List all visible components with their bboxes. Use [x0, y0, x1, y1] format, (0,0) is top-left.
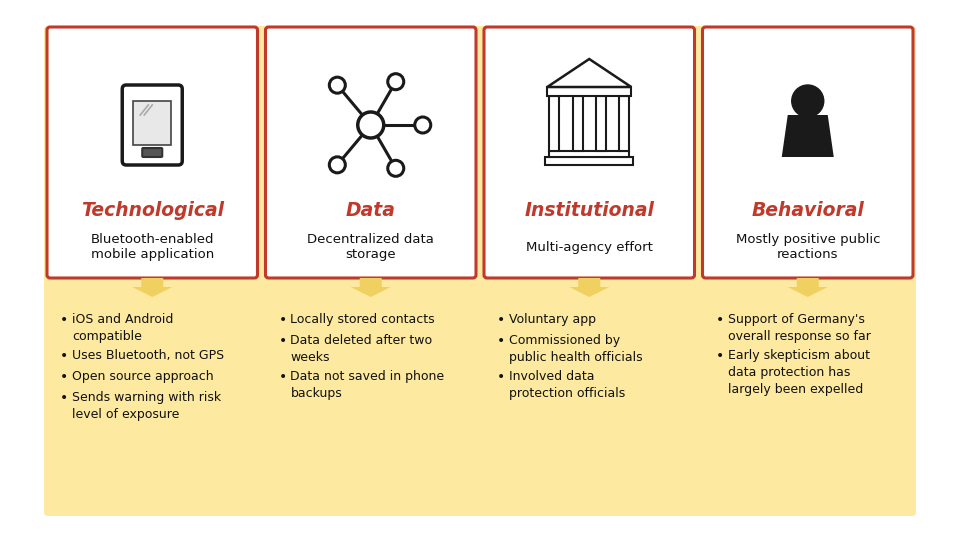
Polygon shape	[569, 278, 610, 297]
Polygon shape	[132, 278, 172, 297]
Circle shape	[329, 157, 346, 173]
Text: Multi-agency effort: Multi-agency effort	[526, 240, 653, 253]
Text: Open source approach: Open source approach	[72, 370, 214, 383]
Text: •: •	[60, 370, 68, 384]
FancyBboxPatch shape	[47, 27, 257, 278]
Bar	[549, 151, 629, 157]
Text: Data deleted after two
weeks: Data deleted after two weeks	[291, 334, 433, 364]
Polygon shape	[781, 115, 833, 157]
Text: Commissioned by
public health officials: Commissioned by public health officials	[509, 334, 642, 364]
Text: •: •	[715, 349, 724, 363]
Text: Data not saved in phone
backups: Data not saved in phone backups	[291, 370, 444, 400]
Text: •: •	[60, 391, 68, 405]
Bar	[133, 101, 171, 145]
Polygon shape	[788, 278, 828, 297]
Text: •: •	[278, 334, 287, 348]
Bar	[545, 157, 634, 165]
Text: •: •	[497, 313, 505, 327]
Text: Institutional: Institutional	[524, 200, 654, 219]
Text: •: •	[278, 313, 287, 327]
Circle shape	[792, 85, 824, 117]
Polygon shape	[350, 278, 391, 297]
Text: Support of Germany's
overall response so far: Support of Germany's overall response so…	[728, 313, 871, 343]
Text: Sends warning with risk
level of exposure: Sends warning with risk level of exposur…	[72, 391, 221, 421]
Text: Behavioral: Behavioral	[752, 200, 864, 219]
Circle shape	[415, 117, 431, 133]
Text: Involved data
protection officials: Involved data protection officials	[509, 370, 625, 400]
Text: Mostly positive public
reactions: Mostly positive public reactions	[735, 233, 880, 261]
Text: •: •	[278, 370, 287, 384]
FancyBboxPatch shape	[122, 85, 182, 165]
Circle shape	[388, 160, 404, 176]
Bar	[572, 96, 583, 151]
FancyBboxPatch shape	[703, 27, 913, 278]
Bar	[619, 96, 629, 151]
Text: Data: Data	[346, 200, 396, 219]
Text: Early skepticism about
data protection has
largely been expelled: Early skepticism about data protection h…	[728, 349, 870, 396]
FancyBboxPatch shape	[44, 26, 916, 516]
Text: •: •	[497, 370, 505, 384]
FancyBboxPatch shape	[266, 27, 476, 278]
Text: •: •	[715, 313, 724, 327]
Text: •: •	[60, 313, 68, 327]
Text: Decentralized data
storage: Decentralized data storage	[307, 233, 434, 261]
Circle shape	[358, 112, 384, 138]
Circle shape	[329, 77, 346, 93]
Text: Uses Bluetooth, not GPS: Uses Bluetooth, not GPS	[72, 349, 224, 362]
Circle shape	[388, 73, 404, 90]
Text: Bluetooth-enabled
mobile application: Bluetooth-enabled mobile application	[90, 233, 214, 261]
FancyBboxPatch shape	[484, 27, 694, 278]
Text: •: •	[497, 334, 505, 348]
Text: iOS and Android
compatible: iOS and Android compatible	[72, 313, 174, 343]
Text: Locally stored contacts: Locally stored contacts	[291, 313, 435, 326]
Text: •: •	[60, 349, 68, 363]
Text: Technological: Technological	[81, 200, 224, 219]
Bar	[547, 87, 632, 96]
Text: Voluntary app: Voluntary app	[509, 313, 596, 326]
Bar	[549, 96, 560, 151]
Bar	[596, 96, 606, 151]
FancyBboxPatch shape	[142, 148, 162, 157]
Polygon shape	[547, 59, 632, 87]
